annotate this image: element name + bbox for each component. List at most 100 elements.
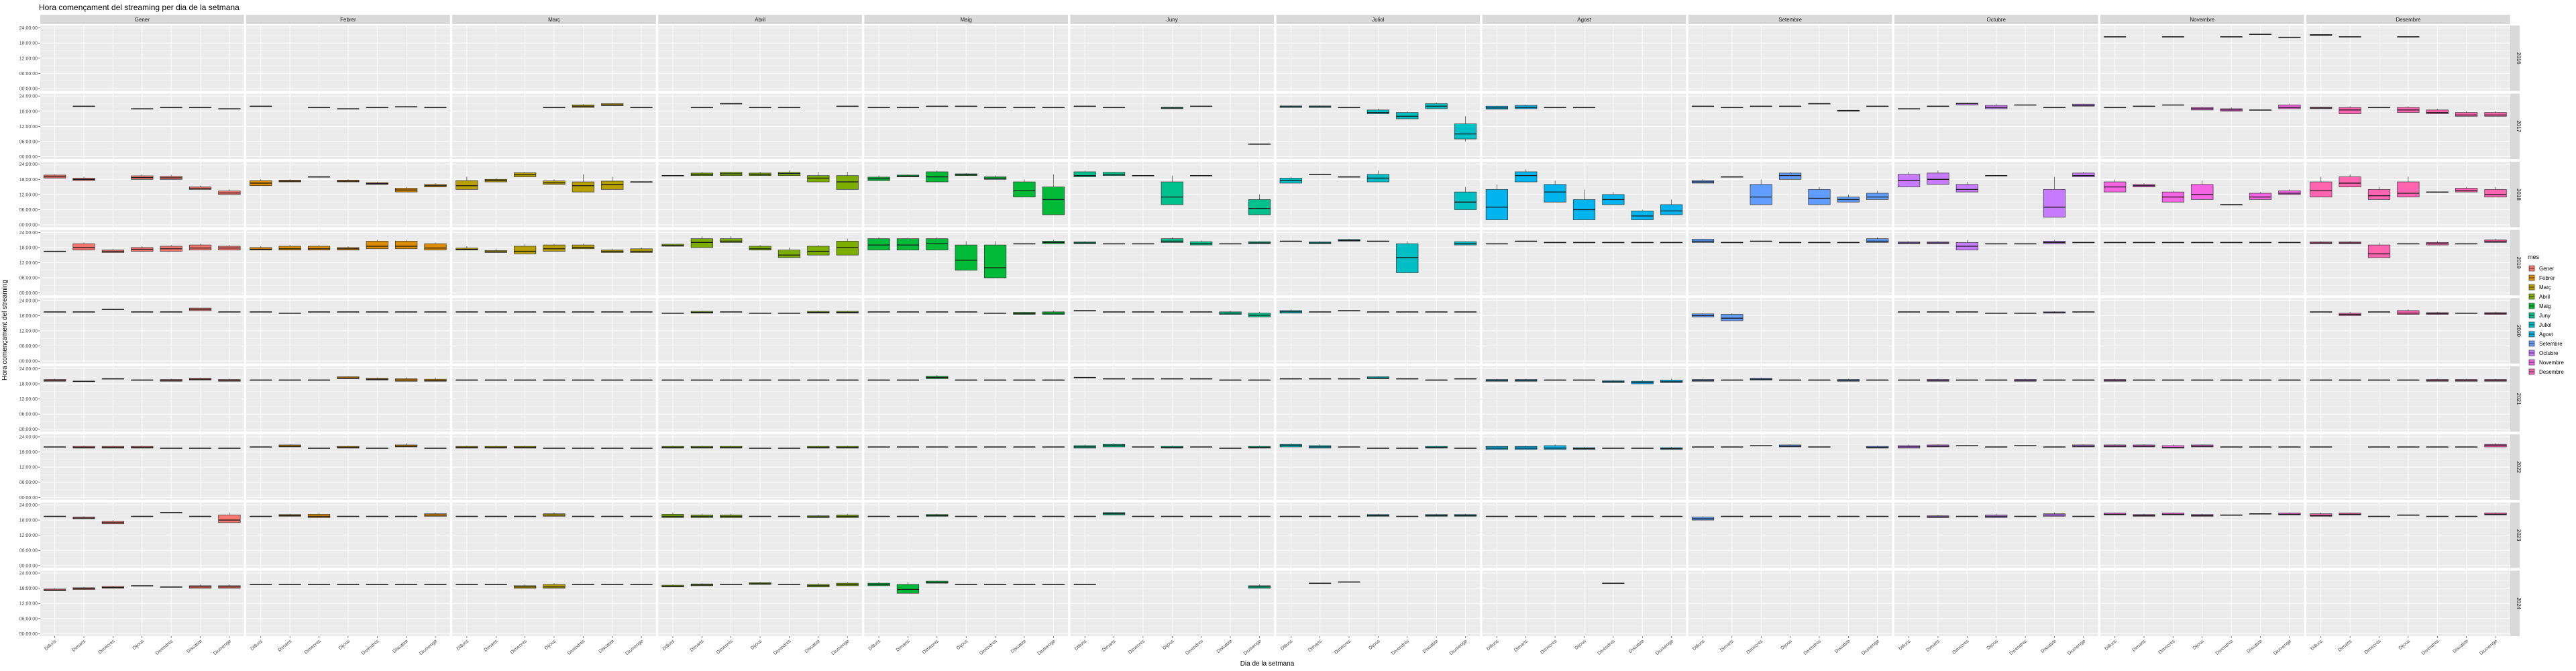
facet-panel — [2100, 93, 2304, 160]
boxplot — [1572, 107, 1596, 109]
boxplot — [1544, 107, 1566, 109]
boxplot — [455, 176, 478, 190]
boxplot — [543, 512, 566, 517]
year-strip-label: 2018 — [2516, 189, 2522, 201]
boxplot — [2367, 446, 2391, 448]
x-tick-label: Divendres — [1597, 639, 1617, 656]
y-tick-label: 24:00:00 — [19, 435, 38, 440]
boxplot — [307, 107, 331, 109]
boxplot — [44, 446, 66, 448]
box — [2367, 189, 2391, 200]
boxplot — [2043, 311, 2066, 314]
boxplot — [424, 377, 447, 382]
year-strip — [2510, 298, 2520, 364]
facet-panel — [2100, 298, 2304, 364]
facet-panel — [1070, 502, 1275, 568]
boxplot — [2249, 34, 2272, 35]
boxplot — [749, 172, 771, 176]
boxplot — [1279, 176, 1302, 184]
boxplot — [337, 515, 360, 517]
facet-panel — [1482, 434, 1686, 500]
boxplot — [1691, 179, 1715, 184]
boxplot — [2455, 446, 2478, 448]
box — [2310, 513, 2332, 517]
x-tick-label: Dimecres — [510, 639, 529, 656]
boxplot — [1396, 448, 1419, 449]
boxplot — [218, 189, 241, 195]
boxplot — [661, 512, 684, 518]
boxplot — [720, 172, 743, 176]
month-strip-label: Novembre — [2190, 17, 2214, 23]
boxplot — [630, 448, 653, 449]
facet-panel — [1070, 93, 1275, 160]
facet-panel — [1070, 298, 1275, 364]
box — [955, 244, 977, 271]
month-strip — [658, 15, 862, 24]
boxplot — [867, 107, 890, 109]
boxplot — [278, 245, 301, 250]
y-tick-label: 06:00:00 — [19, 72, 38, 76]
boxplot — [896, 237, 920, 250]
boxplot — [1572, 189, 1596, 220]
facet-panel — [864, 162, 1068, 227]
box — [1544, 445, 1566, 450]
y-tick-label: 00:00:00 — [19, 360, 38, 364]
y-tick-label: 06:00:00 — [19, 480, 38, 485]
x-tick-label: Dilluns — [456, 639, 470, 652]
year-strip-label: 2023 — [2516, 529, 2522, 541]
facet-panel — [2306, 25, 2510, 91]
boxplot — [836, 105, 859, 107]
boxplot — [2191, 106, 2214, 111]
boxplot — [455, 515, 478, 517]
boxplot — [2220, 446, 2243, 448]
boxplot — [72, 311, 95, 313]
x-tick-label: Dimarts — [1102, 639, 1117, 653]
boxplot — [1631, 448, 1654, 449]
year-strip-label: 2024 — [2516, 597, 2522, 609]
boxplot — [1248, 241, 1271, 244]
x-tick-label: Dimecres — [716, 639, 735, 656]
boxplot — [2104, 512, 2127, 515]
x-tick-label: Dimecres — [922, 639, 941, 656]
boxplot — [983, 107, 1007, 109]
boxplot — [1721, 446, 1743, 448]
year-strip-label: 2019 — [2516, 257, 2522, 269]
boxplot — [160, 311, 182, 313]
year-strip — [2510, 434, 2520, 500]
boxplot — [1837, 515, 1860, 517]
y-tick-label: 06:00:00 — [19, 276, 38, 281]
boxplot — [777, 448, 801, 449]
facet-panel — [1070, 570, 1275, 636]
x-tick-label: Dimarts — [71, 639, 87, 653]
box — [1248, 199, 1271, 215]
facet-panel — [658, 570, 862, 636]
x-tick-label: Dilluns — [1486, 639, 1500, 652]
boxplot — [250, 246, 272, 250]
boxplot — [955, 241, 977, 271]
box — [720, 238, 743, 243]
boxplot — [1396, 311, 1419, 313]
boxplot — [366, 182, 388, 185]
x-tick-label: Dissabte — [2453, 639, 2469, 654]
boxplot — [661, 446, 684, 449]
x-tick-label: Dijous — [2398, 639, 2412, 651]
x-tick-label: Dimarts — [1513, 639, 1529, 653]
boxplot — [1955, 182, 1978, 193]
boxplot — [543, 448, 566, 449]
x-tick-label: Dimarts — [1719, 639, 1735, 653]
boxplot — [2426, 378, 2449, 382]
facet-panel — [864, 25, 1068, 91]
boxplot — [1279, 240, 1302, 242]
x-tick-label: Diumenge — [2479, 639, 2498, 656]
boxplot — [836, 238, 859, 256]
box — [2397, 181, 2420, 198]
boxplot — [2133, 105, 2155, 107]
boxplot — [749, 515, 771, 517]
x-tick-label: Dilluns — [250, 639, 264, 652]
boxplot — [101, 520, 125, 525]
boxplot — [484, 248, 507, 253]
y-tick-label: 24:00:00 — [19, 572, 38, 576]
boxplot — [983, 515, 1007, 517]
month-strip — [452, 15, 656, 24]
boxplot — [1927, 311, 1949, 313]
